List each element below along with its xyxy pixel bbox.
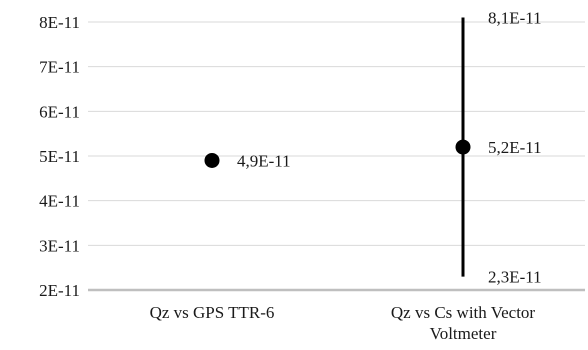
y-axis: 2E-11 3E-11 4E-11 5E-11 6E-11 7E-11 8E-11 bbox=[39, 13, 80, 300]
x-category-label: Qz vs Cs with Vector bbox=[391, 303, 536, 322]
y-tick-label: 7E-11 bbox=[39, 58, 80, 77]
data-point bbox=[455, 139, 471, 155]
data-series: 4,9E-11 8,1E-11 2,3E-11 5,2E-11 bbox=[204, 9, 542, 287]
data-point bbox=[204, 152, 220, 168]
error-high-label: 8,1E-11 bbox=[488, 9, 542, 28]
y-tick-label: 8E-11 bbox=[39, 13, 80, 32]
x-category-label: Qz vs GPS TTR-6 bbox=[150, 303, 275, 322]
x-category-label: Voltmeter bbox=[430, 324, 497, 343]
y-tick-label: 6E-11 bbox=[39, 102, 80, 121]
data-label: 4,9E-11 bbox=[237, 151, 291, 170]
y-tick-label: 5E-11 bbox=[39, 147, 80, 166]
y-tick-label: 3E-11 bbox=[39, 236, 80, 255]
error-low-label: 2,3E-11 bbox=[488, 268, 542, 287]
x-axis: Qz vs GPS TTR-6 Qz vs Cs with Vector Voltm… bbox=[150, 303, 536, 343]
y-tick-label: 2E-11 bbox=[39, 281, 80, 300]
y-tick-label: 4E-11 bbox=[39, 192, 80, 211]
data-label: 5,2E-11 bbox=[488, 138, 542, 157]
gridlines bbox=[88, 21, 585, 292]
